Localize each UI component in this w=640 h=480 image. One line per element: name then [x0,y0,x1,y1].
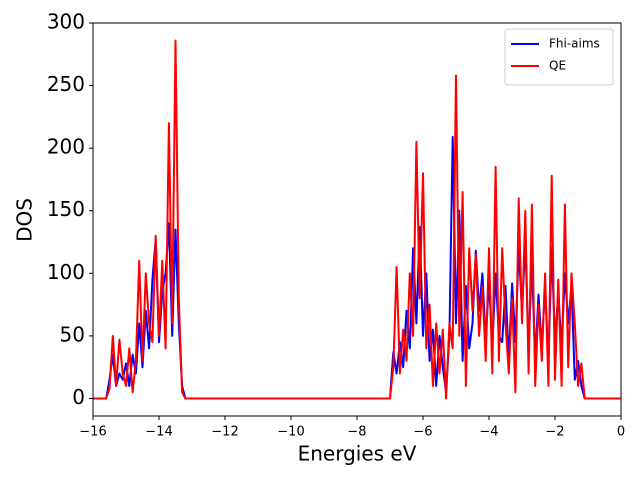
x-tick-label: −6 [413,425,432,440]
x-tick-label: −14 [145,425,172,440]
y-tick-label: 50 [60,322,85,346]
plot-frame [92,22,622,417]
x-axis-label: Energies eV [298,442,417,466]
x-tick-label: 0 [617,425,625,440]
y-axis-label: DOS [13,198,37,242]
legend-label: Fhi-aims [549,37,600,51]
legend-label: QE [549,59,566,73]
x-tick-label: −8 [347,425,366,440]
line-series [93,39,621,400]
x-tick-label: −12 [211,425,238,440]
y-tick-label: 300 [47,10,85,34]
x-tick-label: −16 [79,425,106,440]
x-tick-label: −2 [545,425,564,440]
y-tick-label: 200 [47,135,85,159]
x-tick-label: −4 [479,425,498,440]
y-tick-label: 150 [47,197,85,221]
y-tick-label: 0 [72,385,85,409]
x-tick-label: −10 [277,425,304,440]
y-tick-label: 250 [47,72,85,96]
y-tick-label: 100 [47,260,85,284]
